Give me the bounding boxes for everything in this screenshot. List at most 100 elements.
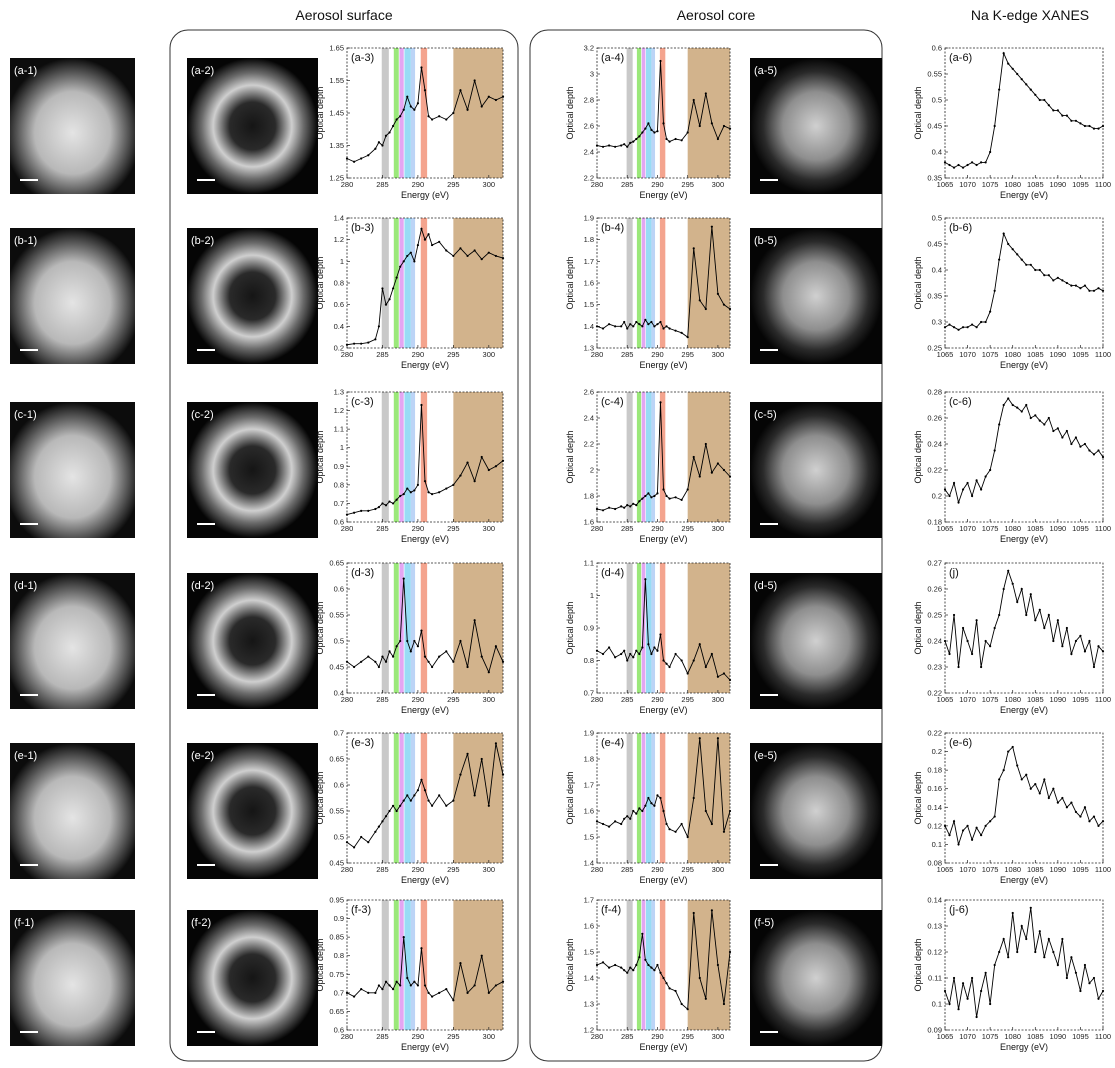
y-tick-label: 3 [590,70,594,79]
data-point [352,665,356,669]
data-point [445,988,448,991]
data-point [644,318,647,321]
data-point [662,809,665,813]
y-tick-label: 1.1 [584,559,594,568]
data-point [1025,403,1028,407]
energy-band [393,563,399,693]
data-point [656,794,659,797]
energy-band [399,563,404,693]
data-point [1038,98,1041,102]
data-point [402,577,405,580]
data-point [1070,956,1073,959]
data-point [473,249,476,252]
data-point [360,509,363,512]
data-point [1016,764,1019,767]
microscopy-image [750,402,882,538]
data-point [1065,114,1068,117]
data-point [487,95,490,98]
panel-label: (j) [949,567,959,579]
data-point [998,88,1001,91]
data-point [668,140,671,143]
y-axis-title: Optical depth [315,86,325,139]
energy-band [645,218,652,348]
data-point [635,963,638,967]
data-point [626,971,629,974]
data-point [659,633,662,636]
energy-band [420,563,428,693]
data-point [409,105,412,108]
y-axis-title: Optical depth [565,86,575,139]
data-point [427,491,430,494]
data-point [614,325,617,328]
spectrum-line [944,746,1104,847]
y-tick-label: 0.8 [334,951,344,960]
y-tick-label: 0.9 [334,462,344,471]
data-point [698,299,701,302]
data-point [438,991,441,994]
x-tick-label: 295 [447,350,460,359]
data-point [445,118,448,121]
data-point [423,655,427,658]
data-point [367,991,370,994]
data-point [381,820,384,823]
data-point [595,963,599,967]
energy-band [404,563,411,693]
y-axis-title: Optical depth [565,771,575,824]
x-tick-label: 1065 [937,695,954,704]
data-point [623,320,626,324]
y-tick-label: 0.85 [329,933,344,942]
data-point [659,971,662,974]
energy-band [636,733,642,863]
y-tick-label: 0.5 [932,214,942,223]
data-point [352,342,356,345]
data-point [698,124,701,128]
y-tick-label: 0.6 [334,781,344,790]
x-tick-label: 295 [447,524,460,533]
data-point [420,403,423,407]
data-point [1088,449,1091,452]
data-point [381,655,384,658]
data-point [459,247,462,250]
x-tick-label: 1090 [1050,1032,1067,1041]
data-point [374,338,377,341]
data-point [409,251,412,254]
y-axis-title: Optical depth [565,601,575,654]
data-point [1083,963,1087,967]
data-point [607,966,611,969]
data-point [1016,406,1019,409]
data-point [1007,242,1010,246]
x-tick-label: 300 [712,350,725,359]
data-point [459,639,462,643]
data-point [952,820,956,823]
energy-band [636,392,642,522]
microscopy-image [10,743,135,879]
column-header: Aerosol surface [295,7,392,23]
data-point [445,804,448,807]
y-tick-label: 0.7 [584,689,594,698]
y-tick-label: 0.5 [334,637,344,646]
data-point [1083,284,1087,287]
energy-band [399,218,404,348]
y-tick-label: 1.9 [584,214,594,223]
energy-band [626,900,633,1030]
data-point [943,824,947,827]
data-point [1002,52,1005,55]
energy-band [404,733,411,863]
data-point [1092,127,1096,130]
y-tick-label: 0.13 [927,922,942,931]
data-point [948,163,951,167]
data-point [1088,820,1091,823]
data-point [961,326,965,329]
energy-band [641,218,646,348]
energy-band [399,392,404,522]
data-point [1070,119,1073,122]
energy-band [393,900,399,1030]
data-point [686,1008,689,1011]
x-axis-title: Energy (eV) [401,360,449,370]
y-tick-label: 0.26 [927,585,942,594]
data-point [665,325,668,328]
x-tick-label: 1075 [982,180,999,189]
microscopy-image [187,910,318,1046]
x-tick-label: 1085 [1027,350,1044,359]
data-point [487,468,490,472]
